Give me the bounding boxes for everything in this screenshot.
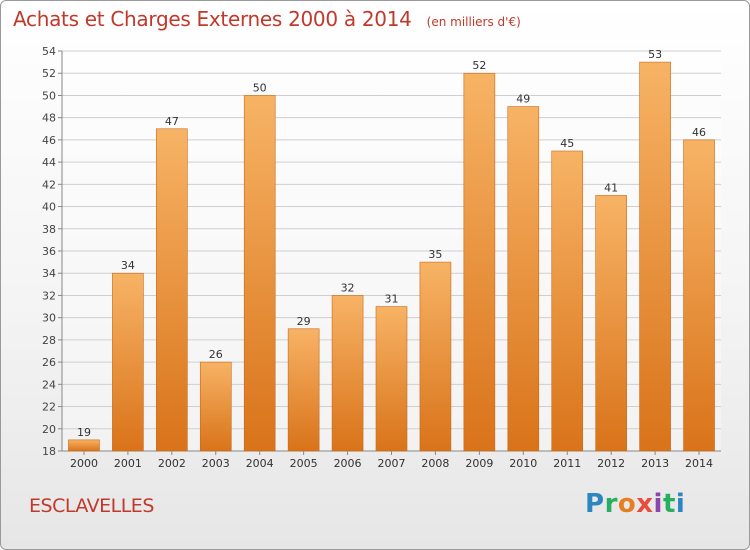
logo-letter: r [604, 489, 618, 519]
logo-letter: t [662, 489, 676, 519]
y-tick-label: 24 [42, 378, 56, 391]
y-tick-label: 32 [42, 289, 56, 302]
bar [375, 306, 408, 452]
logo-letter: o [617, 489, 637, 519]
x-tick-label: 2002 [158, 457, 186, 470]
chart-title: Achats et Charges Externes 2000 à 2014 (… [13, 7, 521, 31]
y-tick-label: 44 [42, 156, 56, 169]
y-tick-label: 20 [42, 423, 56, 436]
logo-letter: i [675, 489, 686, 519]
logo-letter: x [636, 489, 654, 519]
proxiti-logo: Proxiti [585, 489, 685, 519]
logo-letter: P [585, 489, 605, 519]
bar-value-label: 53 [648, 48, 662, 61]
bar [551, 150, 584, 452]
y-tick-label: 52 [42, 67, 56, 80]
bar [199, 361, 232, 452]
bar-value-label: 46 [692, 126, 706, 139]
bar [595, 195, 627, 452]
x-tick-label: 2001 [114, 457, 142, 470]
x-tick-label: 2008 [421, 457, 449, 470]
x-tick-label: 2011 [553, 457, 581, 470]
x-tick-label: 2006 [334, 457, 362, 470]
bar-value-label: 29 [297, 315, 311, 328]
x-tick-label: 2000 [70, 457, 98, 470]
x-tick-label: 2013 [641, 457, 669, 470]
x-tick-label: 2003 [202, 457, 230, 470]
bar-value-label: 47 [165, 115, 179, 128]
bar [243, 95, 276, 452]
y-tick-label: 54 [42, 45, 56, 58]
x-tick-label: 2005 [290, 457, 318, 470]
y-tick-label: 42 [42, 178, 56, 191]
y-tick-label: 36 [42, 245, 56, 258]
logo-letter: i [653, 489, 663, 519]
bar-value-label: 45 [560, 137, 574, 150]
y-tick-label: 26 [42, 356, 56, 369]
bar [463, 72, 496, 452]
y-tick-label: 40 [42, 201, 56, 214]
y-tick-label: 30 [42, 312, 56, 325]
bar-value-label: 50 [253, 81, 267, 94]
bar [112, 272, 144, 452]
bar-value-label: 35 [428, 248, 442, 261]
bar-value-label: 34 [121, 259, 135, 272]
bar-value-label: 26 [209, 348, 223, 361]
y-tick-label: 48 [42, 112, 56, 125]
bar-value-label: 31 [385, 293, 399, 306]
bar [419, 261, 452, 452]
y-tick-label: 50 [42, 89, 56, 102]
y-tick-label: 38 [42, 223, 56, 236]
bar-value-label: 49 [516, 93, 530, 106]
bar-value-label: 41 [604, 181, 618, 194]
bar-value-label: 32 [341, 281, 355, 294]
unit-text: (en milliers d'€) [426, 15, 521, 29]
y-tick-label: 28 [42, 334, 56, 347]
bar [156, 128, 188, 452]
commune-name: ESCLAVELLES [29, 495, 154, 517]
bar [683, 139, 715, 452]
bar [639, 61, 671, 452]
bar [68, 439, 100, 452]
title-text: Achats et Charges Externes 2000 à 2014 [13, 7, 412, 31]
x-tick-label: 2012 [597, 457, 625, 470]
bar-value-label: 19 [77, 426, 91, 439]
bar [331, 295, 364, 452]
x-tick-label: 2009 [465, 457, 493, 470]
x-tick-label: 2010 [509, 457, 537, 470]
bar [507, 106, 540, 452]
y-tick-label: 34 [42, 267, 56, 280]
x-tick-label: 2014 [685, 457, 713, 470]
y-tick-label: 18 [42, 445, 56, 458]
y-tick-label: 46 [42, 134, 56, 147]
bar [287, 328, 320, 452]
x-tick-label: 2007 [378, 457, 406, 470]
x-tick-label: 2004 [246, 457, 274, 470]
bar-value-label: 52 [472, 59, 486, 72]
y-tick-label: 22 [42, 401, 56, 414]
